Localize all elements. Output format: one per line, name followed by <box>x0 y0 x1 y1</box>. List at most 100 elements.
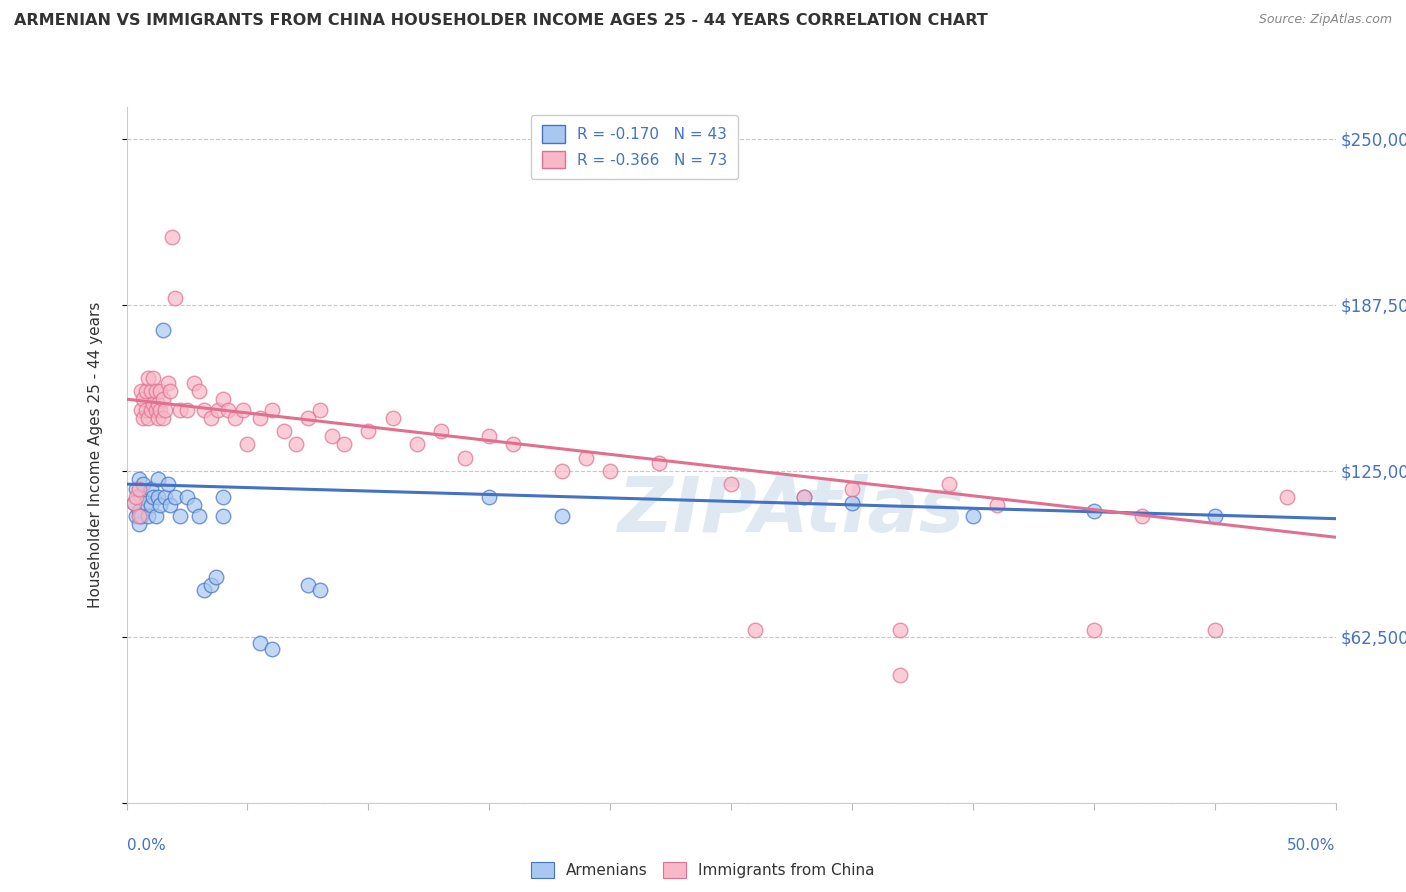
Point <box>297 578 319 592</box>
Point <box>273 424 295 438</box>
Point <box>1204 508 1226 523</box>
Point <box>309 402 332 417</box>
Point <box>357 424 380 438</box>
Point <box>309 583 332 598</box>
Point <box>478 491 501 505</box>
Legend: Armenians, Immigrants from China: Armenians, Immigrants from China <box>524 856 882 884</box>
Point <box>1204 623 1226 637</box>
Point <box>478 429 501 443</box>
Point <box>841 483 863 497</box>
Point <box>260 402 283 417</box>
Point <box>188 384 211 399</box>
Point <box>155 402 177 417</box>
Point <box>146 397 169 411</box>
Point <box>841 496 863 510</box>
Point <box>284 437 307 451</box>
Point <box>152 392 174 406</box>
Point <box>125 508 148 523</box>
Point <box>551 508 574 523</box>
Point <box>142 397 165 411</box>
Point <box>217 402 239 417</box>
Point <box>125 483 148 497</box>
Point <box>146 472 169 486</box>
Point <box>249 636 271 650</box>
Point <box>212 392 235 406</box>
Point <box>145 508 167 523</box>
Point <box>163 291 186 305</box>
Point <box>793 491 815 505</box>
Point <box>1277 491 1299 505</box>
Text: 0.0%: 0.0% <box>127 838 166 854</box>
Point <box>135 402 157 417</box>
Point <box>454 450 477 465</box>
Point <box>599 464 621 478</box>
Point <box>149 384 172 399</box>
Point <box>152 323 174 337</box>
Point <box>200 410 222 425</box>
Point <box>176 491 198 505</box>
Point <box>575 450 598 465</box>
Point <box>129 508 152 523</box>
Point <box>135 496 157 510</box>
Point <box>139 384 162 399</box>
Point <box>207 402 229 417</box>
Point <box>156 376 179 391</box>
Point <box>122 496 145 510</box>
Point <box>145 402 167 417</box>
Point <box>1083 504 1105 518</box>
Y-axis label: Householder Income Ages 25 - 44 years: Householder Income Ages 25 - 44 years <box>89 301 103 608</box>
Point <box>1130 508 1153 523</box>
Text: ZIPAtlas: ZIPAtlas <box>617 474 966 548</box>
Point <box>193 402 215 417</box>
Point <box>159 384 181 399</box>
Point <box>155 491 177 505</box>
Point <box>224 410 246 425</box>
Point <box>132 410 155 425</box>
Point <box>962 508 984 523</box>
Point <box>1398 695 1406 709</box>
Point <box>193 583 215 598</box>
Point <box>145 384 167 399</box>
Point <box>136 371 159 385</box>
Point <box>986 499 1008 513</box>
Point <box>183 376 205 391</box>
Point <box>551 464 574 478</box>
Point <box>128 483 150 497</box>
Point <box>647 456 669 470</box>
Point <box>156 477 179 491</box>
Point <box>297 410 319 425</box>
Point <box>142 371 165 385</box>
Text: 50.0%: 50.0% <box>1288 838 1336 854</box>
Point <box>260 641 283 656</box>
Point <box>142 491 165 505</box>
Point <box>163 491 186 505</box>
Point <box>128 504 150 518</box>
Point <box>162 230 184 244</box>
Point <box>405 437 427 451</box>
Point <box>125 491 148 505</box>
Point <box>938 477 960 491</box>
Text: Source: ZipAtlas.com: Source: ZipAtlas.com <box>1258 13 1392 27</box>
Point <box>149 499 172 513</box>
Point <box>200 578 222 592</box>
Point <box>1083 623 1105 637</box>
Point <box>146 410 169 425</box>
Point <box>889 623 911 637</box>
Point <box>136 410 159 425</box>
Point <box>129 491 152 505</box>
Point <box>159 499 181 513</box>
Point <box>212 491 235 505</box>
Point <box>381 410 404 425</box>
Point <box>149 402 172 417</box>
Point <box>128 508 150 523</box>
Point <box>132 392 155 406</box>
Point <box>129 402 152 417</box>
Point <box>502 437 524 451</box>
Point <box>430 424 453 438</box>
Point <box>135 384 157 399</box>
Point <box>176 402 198 417</box>
Point <box>236 437 259 451</box>
Point <box>129 384 152 399</box>
Point <box>321 429 343 443</box>
Point <box>188 508 211 523</box>
